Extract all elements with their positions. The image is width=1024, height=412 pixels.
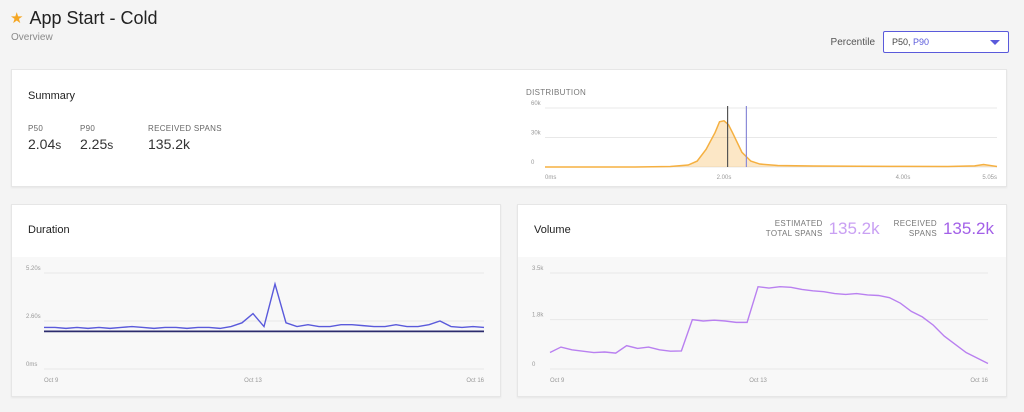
x-tick-label: Oct 13 xyxy=(244,378,262,384)
received-label: RECEIVED SPANS xyxy=(893,219,937,238)
duration-chart[interactable]: 5.20s 2.60s 0ms Oct 9 Oct 13 Oct 16 xyxy=(12,261,500,395)
estimated-label: ESTIMATED TOTAL SPANS xyxy=(765,219,823,238)
x-tick-label: 5.05s xyxy=(982,175,997,181)
x-tick-label: Oct 16 xyxy=(970,378,988,384)
duration-title: Duration xyxy=(28,224,70,236)
percentile-p90: P90 xyxy=(913,37,930,47)
y-tick-label: 1.8k xyxy=(532,313,544,319)
y-tick-label: 60k xyxy=(531,101,542,107)
stat-received-spans: RECEIVED SPANS 135.2k xyxy=(148,124,222,152)
percentile-select-value: P50, P90 xyxy=(892,37,929,47)
y-tick-label: 2.60s xyxy=(26,314,41,320)
received-spans: RECEIVED SPANS 135.2k xyxy=(894,219,994,239)
stat-p50: P50 2.04s xyxy=(28,124,61,152)
duration-card: Duration 5.20s 2.60s 0ms Oct 9 Oct 13 Oct 16 xyxy=(11,204,501,397)
distribution-area xyxy=(545,120,997,167)
stat-label: P90 xyxy=(80,124,96,133)
stat-label: RECEIVED SPANS xyxy=(148,124,222,133)
x-tick-label: Oct 13 xyxy=(749,378,767,384)
percentile-p50: P50, xyxy=(892,37,911,47)
summary-card: Summary P50 2.04s P90 2.25s RECEIVED SPA… xyxy=(11,69,1007,187)
stat-value: 135.2k xyxy=(148,136,191,152)
x-tick-label: Oct 9 xyxy=(44,378,59,384)
x-tick-label: 0ms xyxy=(545,175,556,181)
y-tick-label: 0ms xyxy=(26,362,37,368)
stat-value: 2.04s xyxy=(28,136,62,152)
duration-series-p90 xyxy=(44,281,485,330)
distribution-line xyxy=(545,119,998,168)
percentile-select[interactable]: P50, P90 xyxy=(883,31,1009,53)
y-tick-label: 3.5k xyxy=(532,266,544,272)
distribution-chart[interactable]: 60k 30k 0 0ms 2.00s 4.00s 5.05s xyxy=(517,100,1001,184)
stat-value: 2.25s xyxy=(80,136,114,152)
summary-title: Summary xyxy=(28,90,76,102)
received-value: 135.2k xyxy=(942,219,994,238)
star-icon[interactable]: ★ xyxy=(10,9,24,27)
y-tick-label: 30k xyxy=(531,131,542,137)
percentile-control: Percentile P50, P90 xyxy=(831,31,1009,53)
stat-label: P50 xyxy=(28,124,44,133)
y-tick-label: 0 xyxy=(532,362,536,368)
volume-stats: ESTIMATED TOTAL SPANS 135.2k RECEIVED SP… xyxy=(766,219,994,239)
distribution-label: DISTRIBUTION xyxy=(526,88,587,97)
volume-title: Volume xyxy=(534,224,571,236)
volume-series xyxy=(549,285,989,365)
x-tick-label: 2.00s xyxy=(717,175,732,181)
volume-card: Volume ESTIMATED TOTAL SPANS 135.2k RECE… xyxy=(517,204,1007,397)
y-tick-label: 5.20s xyxy=(26,266,41,272)
volume-chart-area xyxy=(518,257,1006,396)
percentile-label: Percentile xyxy=(830,36,875,48)
estimated-value: 135.2k xyxy=(828,219,880,238)
chevron-down-icon xyxy=(990,39,1000,45)
page-subtitle: Overview xyxy=(11,32,53,43)
stat-p90: P90 2.25s xyxy=(80,124,113,152)
y-tick-label: 0 xyxy=(531,160,535,166)
x-tick-label: Oct 16 xyxy=(466,378,484,384)
page-title: App Start - Cold xyxy=(29,8,158,28)
estimated-total-spans: ESTIMATED TOTAL SPANS 135.2k xyxy=(766,219,880,239)
x-tick-label: Oct 9 xyxy=(550,378,565,384)
x-tick-label: 4.00s xyxy=(896,175,911,181)
volume-chart[interactable]: 3.5k 1.8k 0 Oct 9 Oct 13 Oct 16 xyxy=(518,261,1006,395)
page-header: ★ App Start - Cold Overview xyxy=(10,8,158,43)
